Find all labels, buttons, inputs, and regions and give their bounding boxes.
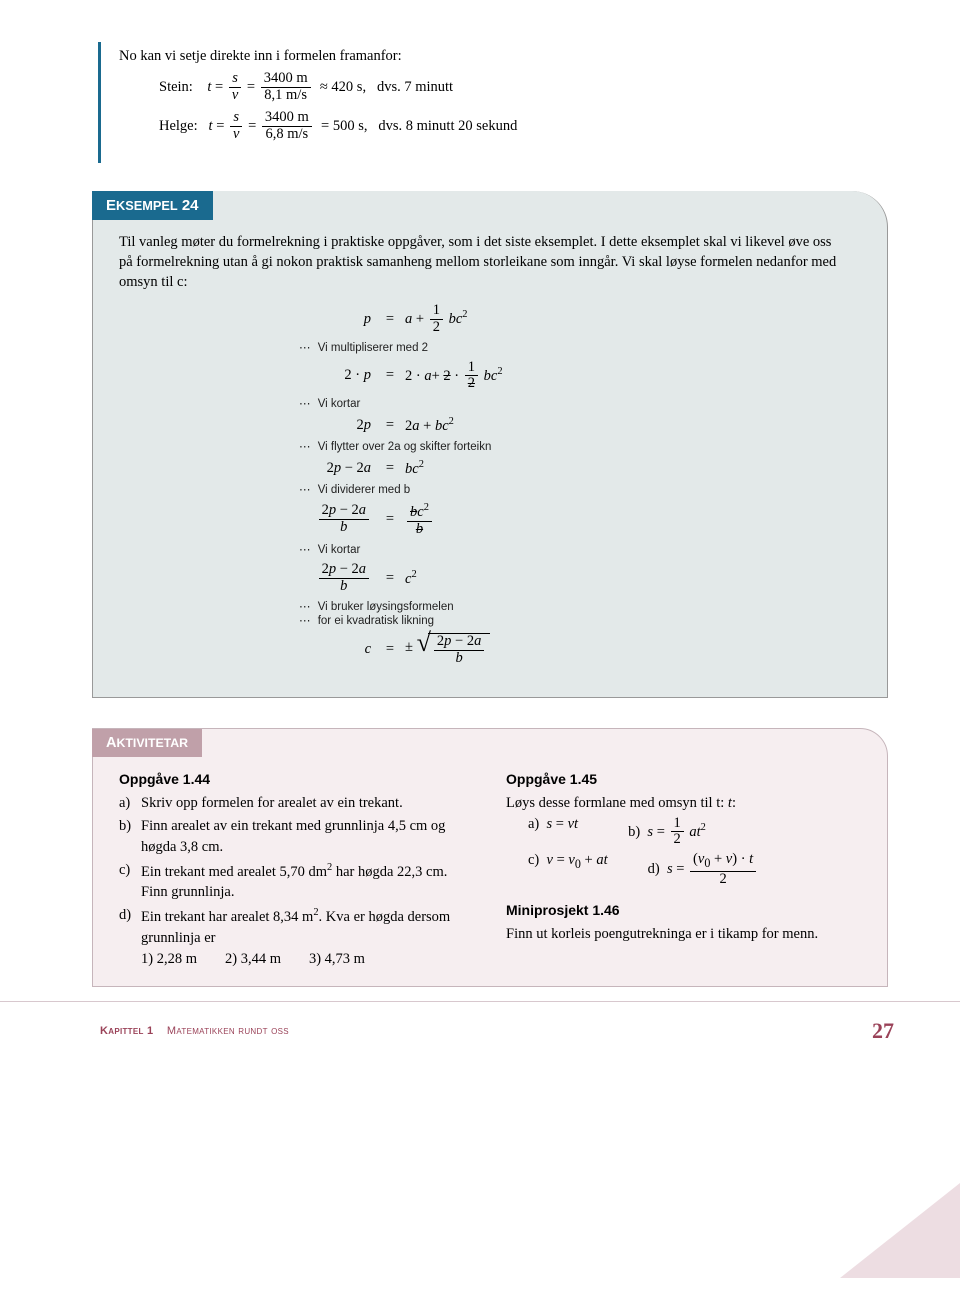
opp144-title: Oppgåve 1.44 [119, 771, 474, 787]
opp146-title: Miniprosjekt 1.46 [506, 902, 861, 918]
opp145-row-ab: a) s = vt b) s = 12 at2 [528, 816, 861, 849]
right-column: Oppgåve 1.45 Løys desse formlane med oms… [506, 771, 861, 969]
note-multiply: Vi multipliserer med 2 [299, 340, 847, 354]
example-para: Til vanleg møter du formelrekning i prak… [119, 232, 847, 293]
opp144-d-options: 1) 2,28 m 2) 3,44 m 3) 4,73 m [141, 951, 474, 968]
left-column: Oppgåve 1.44 a)Skriv opp formelen for ar… [119, 771, 474, 969]
derivation: p= a + 12 bc2 Vi multipliserer med 2 2 ·… [179, 303, 847, 667]
example-box: EKSEMPEL 24 Til vanleg møter du formelre… [92, 191, 888, 698]
opp145-row-cd: c) v = v0 + at d) s = (v0 + v) · t2 [528, 852, 861, 887]
solution-box: No kan vi setje direkte inn i formelen f… [98, 42, 890, 163]
corner-triangle-icon [840, 1183, 960, 1278]
intro-text: No kan vi setje direkte inn i formelen f… [119, 48, 890, 65]
opp145-intro: Løys desse formlane med omsyn til t: t: [506, 793, 861, 814]
note-move: Vi flytter over 2a og skifter forteikn [299, 439, 847, 453]
note-cancel-2: Vi kortar [299, 542, 847, 556]
example-tab: EKSEMPEL 24 [92, 191, 213, 220]
page-number: 27 [872, 1018, 894, 1044]
helge-line: Helge: t = sv = 3400 m6,8 m/s = 500 s, d… [159, 110, 890, 143]
stein-line: Stein: t = sv = 3400 m8,1 m/s ≈ 420 s, d… [159, 71, 890, 104]
note-quadratic-2: for ei kvadratisk likning [299, 613, 847, 627]
note-quadratic-1: Vi bruker løysingsformelen [299, 599, 847, 613]
note-cancel-1: Vi kortar [299, 396, 847, 410]
footer-chapter: Kapittel 1 Matematikken rundt oss [100, 1025, 289, 1037]
opp145-title: Oppgåve 1.45 [506, 771, 861, 787]
opp146-text: Finn ut korleis poengutrekninga er i tik… [506, 924, 861, 945]
page-footer: Kapittel 1 Matematikken rundt oss 27 [0, 1001, 960, 1044]
activities-box: AKTIVITETAR Oppgåve 1.44 a)Skriv opp for… [92, 728, 888, 988]
note-divide: Vi dividerer med b [299, 482, 847, 496]
activities-tab: AKTIVITETAR [92, 729, 202, 757]
